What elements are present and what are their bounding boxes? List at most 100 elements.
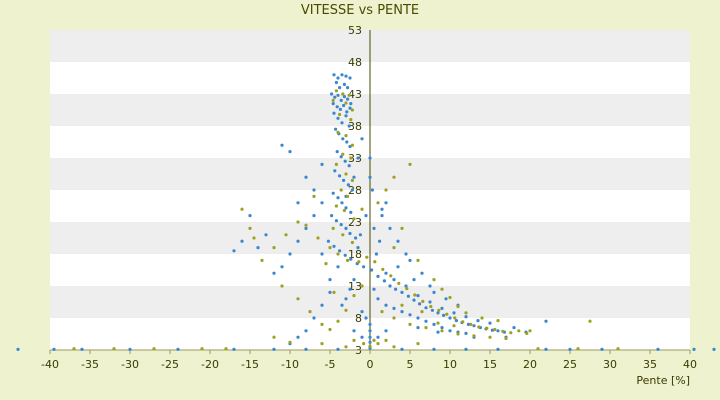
data-point xyxy=(380,214,384,218)
data-point xyxy=(336,76,340,80)
data-point xyxy=(338,86,342,90)
data-point xyxy=(350,143,354,147)
data-point xyxy=(296,335,300,339)
data-point xyxy=(256,246,260,250)
data-point xyxy=(488,321,492,325)
data-point xyxy=(224,347,228,351)
data-point xyxy=(370,268,374,272)
data-point xyxy=(382,279,386,283)
data-point xyxy=(424,306,428,310)
data-point xyxy=(344,172,348,176)
data-point xyxy=(452,311,456,315)
x-tick-label: -40 xyxy=(41,358,59,371)
data-point xyxy=(340,121,344,125)
data-point xyxy=(333,95,337,99)
data-point xyxy=(536,347,540,351)
data-point xyxy=(416,294,420,298)
data-point xyxy=(341,152,345,156)
data-point xyxy=(280,284,284,288)
data-point xyxy=(416,258,420,262)
data-point xyxy=(404,284,408,288)
data-point xyxy=(472,324,476,328)
data-point xyxy=(332,111,336,115)
data-point xyxy=(376,342,380,346)
data-point xyxy=(525,331,529,335)
data-point xyxy=(504,336,508,341)
data-point xyxy=(328,290,332,294)
data-point xyxy=(336,265,340,269)
data-point xyxy=(394,287,398,291)
data-point xyxy=(296,220,300,224)
data-point xyxy=(392,278,396,282)
data-point xyxy=(469,322,473,326)
data-point xyxy=(461,320,465,324)
data-point xyxy=(406,294,410,298)
data-point xyxy=(338,112,342,117)
data-point xyxy=(316,236,320,240)
data-point xyxy=(544,347,548,351)
data-point xyxy=(392,306,396,310)
data-point xyxy=(335,105,339,109)
y-tick-label: 8 xyxy=(355,312,362,325)
data-point xyxy=(232,347,236,351)
data-point xyxy=(200,347,204,351)
data-point xyxy=(331,98,335,102)
data-point xyxy=(485,326,489,330)
data-point xyxy=(349,156,353,160)
data-point xyxy=(400,290,404,294)
data-point xyxy=(272,271,276,275)
data-point xyxy=(80,347,84,351)
data-point xyxy=(372,338,376,342)
data-point xyxy=(16,347,20,351)
data-point xyxy=(344,345,348,349)
data-point xyxy=(352,175,356,179)
data-point xyxy=(296,297,300,301)
data-point xyxy=(496,347,500,351)
data-point xyxy=(436,330,440,334)
data-point xyxy=(448,295,452,300)
data-point xyxy=(416,316,420,320)
data-point xyxy=(344,308,348,312)
y-tick-label: 13 xyxy=(348,280,362,293)
data-point xyxy=(352,338,356,342)
data-point xyxy=(436,321,440,325)
data-point xyxy=(420,310,424,314)
data-point xyxy=(400,310,404,314)
data-point xyxy=(384,338,388,342)
data-point xyxy=(368,329,372,333)
data-point xyxy=(334,80,338,85)
data-point xyxy=(445,312,449,316)
data-point xyxy=(340,201,344,205)
data-point xyxy=(338,107,342,111)
data-point xyxy=(346,97,350,101)
data-point xyxy=(320,342,324,346)
data-point xyxy=(416,326,420,330)
data-point xyxy=(568,347,572,351)
data-point xyxy=(339,98,343,102)
data-point xyxy=(312,214,316,218)
data-point xyxy=(348,287,352,291)
data-point xyxy=(408,313,412,317)
data-point xyxy=(378,239,382,243)
data-point xyxy=(280,143,284,147)
data-point xyxy=(312,316,316,320)
data-point xyxy=(320,201,324,205)
data-point xyxy=(448,329,452,333)
data-point xyxy=(412,278,416,282)
data-point xyxy=(350,188,354,192)
data-point xyxy=(360,207,364,211)
data-point xyxy=(331,226,335,230)
y-tick-label: 33 xyxy=(348,152,362,165)
data-point xyxy=(344,101,348,105)
data-point xyxy=(381,267,385,271)
data-point xyxy=(544,319,548,323)
data-point xyxy=(340,303,344,307)
data-point xyxy=(376,274,380,278)
data-point xyxy=(343,159,347,163)
data-point xyxy=(336,116,340,120)
data-point xyxy=(428,300,432,304)
data-point xyxy=(240,239,244,243)
x-tick-label: 35 xyxy=(643,358,657,371)
data-point xyxy=(304,175,308,179)
data-point xyxy=(342,95,346,99)
